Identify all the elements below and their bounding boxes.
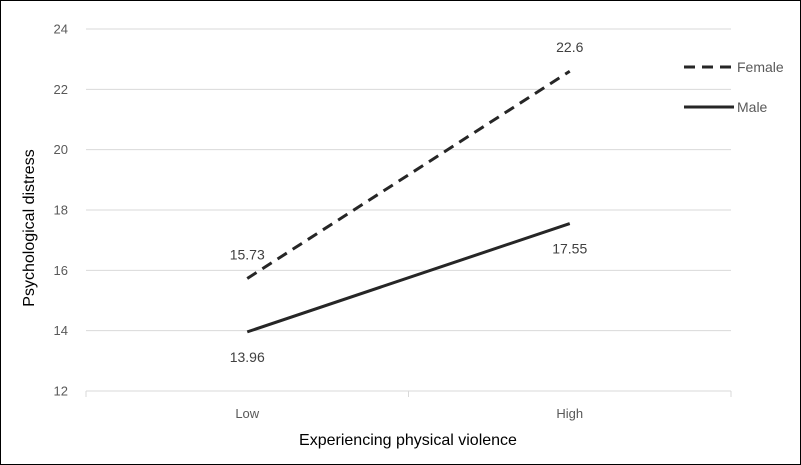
y-axis-title: Psychological distress bbox=[21, 149, 38, 306]
series-line-male bbox=[246, 222, 571, 334]
x-tick-label: Low bbox=[235, 406, 259, 421]
data-label: 17.55 bbox=[552, 241, 587, 257]
data-label: 13.96 bbox=[230, 349, 265, 365]
x-axis: Low High bbox=[85, 391, 732, 421]
y-tick-label: 14 bbox=[54, 323, 68, 338]
data-label: 15.73 bbox=[230, 246, 265, 262]
x-tick-label: High bbox=[556, 406, 583, 421]
y-tick-label: 22 bbox=[54, 82, 68, 97]
y-axis-ticks: 12 14 16 18 20 22 24 bbox=[54, 22, 68, 399]
y-tick-label: 18 bbox=[54, 203, 68, 218]
gridlines bbox=[86, 28, 731, 392]
series-lines bbox=[246, 69, 571, 334]
legend-label: Male bbox=[737, 99, 768, 115]
data-labels: 15.73 22.6 13.96 17.55 bbox=[230, 39, 588, 365]
legend: Female Male bbox=[684, 59, 784, 115]
y-tick-label: 12 bbox=[54, 384, 68, 399]
y-tick-label: 16 bbox=[54, 263, 68, 278]
x-axis-title: Experiencing physical violence bbox=[299, 432, 517, 449]
y-tick-label: 20 bbox=[54, 142, 68, 157]
data-label: 22.6 bbox=[556, 39, 583, 55]
y-tick-label: 24 bbox=[54, 22, 68, 37]
series-line-female bbox=[246, 69, 571, 280]
legend-label: Female bbox=[737, 59, 784, 75]
